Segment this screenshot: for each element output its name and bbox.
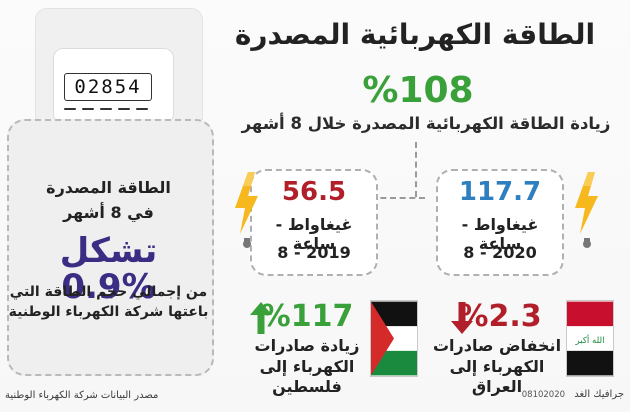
iraq-label-line2: الكهرباء إلى العراق [449, 357, 545, 396]
palestine-label-line2: الكهرباء إلى فلسطين [259, 357, 355, 396]
connector-horizontal [361, 197, 425, 199]
meter-reading: 02854 [64, 73, 152, 101]
stat-2020-value: 117.7 [458, 177, 542, 207]
stat-2019-unit: غيغاواط - ساعة [275, 215, 353, 253]
palestine-flag [370, 300, 418, 377]
page-title: الطاقة الكهربائية المصدرة [234, 18, 596, 51]
connector-vertical [415, 142, 417, 197]
iraq-flag: الله أكبر [566, 300, 614, 377]
palestine-percentage: %117 [260, 299, 354, 334]
left-box-line2: في 8 أشهر [63, 203, 154, 222]
left-box-percentage: تشكل 0.9% [59, 231, 158, 307]
stat-2019-period: 8 - 2019 [277, 243, 351, 262]
stat-2020-period: 8 - 2020 [463, 243, 537, 262]
graphic-credit-label: جرافيك الغد [574, 389, 624, 400]
left-box-line1: الطاقة المصدرة [46, 178, 171, 197]
source-credit: مصدر البيانات شركة الكهرباء الوطنية [5, 390, 159, 401]
arrow-up-icon [250, 302, 272, 334]
left-box-description: من إجمالي حجم الطاقة التي باعتها شركة ال… [8, 284, 209, 320]
stat-2020-unit: غيغاواط - ساعة [461, 215, 539, 253]
lightning-bolt-icon [235, 172, 258, 248]
lightning-bolt-icon [575, 172, 598, 248]
graphic-credit: 08102020 جرافيك الغد [522, 389, 624, 400]
headline-percentage: %108 [362, 70, 474, 111]
iraq-flag-inscription: الله أكبر [574, 334, 604, 346]
arrow-down-icon [451, 302, 473, 334]
palestine-label-line1: زيادة صادرات [254, 336, 360, 355]
stat-box-2019: 56.5 غيغاواط - ساعة 8 - 2019 [250, 169, 378, 276]
iraq-label-line1: انخفاض صادرات [432, 336, 562, 355]
meter-indicator-lines [64, 104, 150, 114]
headline-subtitle: زيادة الطاقة الكهربائية المصدرة خلال 8 أ… [241, 114, 611, 133]
stat-2019-value: 56.5 [281, 177, 347, 207]
stat-box-2020: 117.7 غيغاواط - ساعة 8 - 2020 [436, 169, 564, 276]
left-summary-box [7, 119, 214, 376]
graphic-date: 08102020 [521, 390, 566, 400]
iraq-percentage: %2.3 [458, 299, 542, 334]
